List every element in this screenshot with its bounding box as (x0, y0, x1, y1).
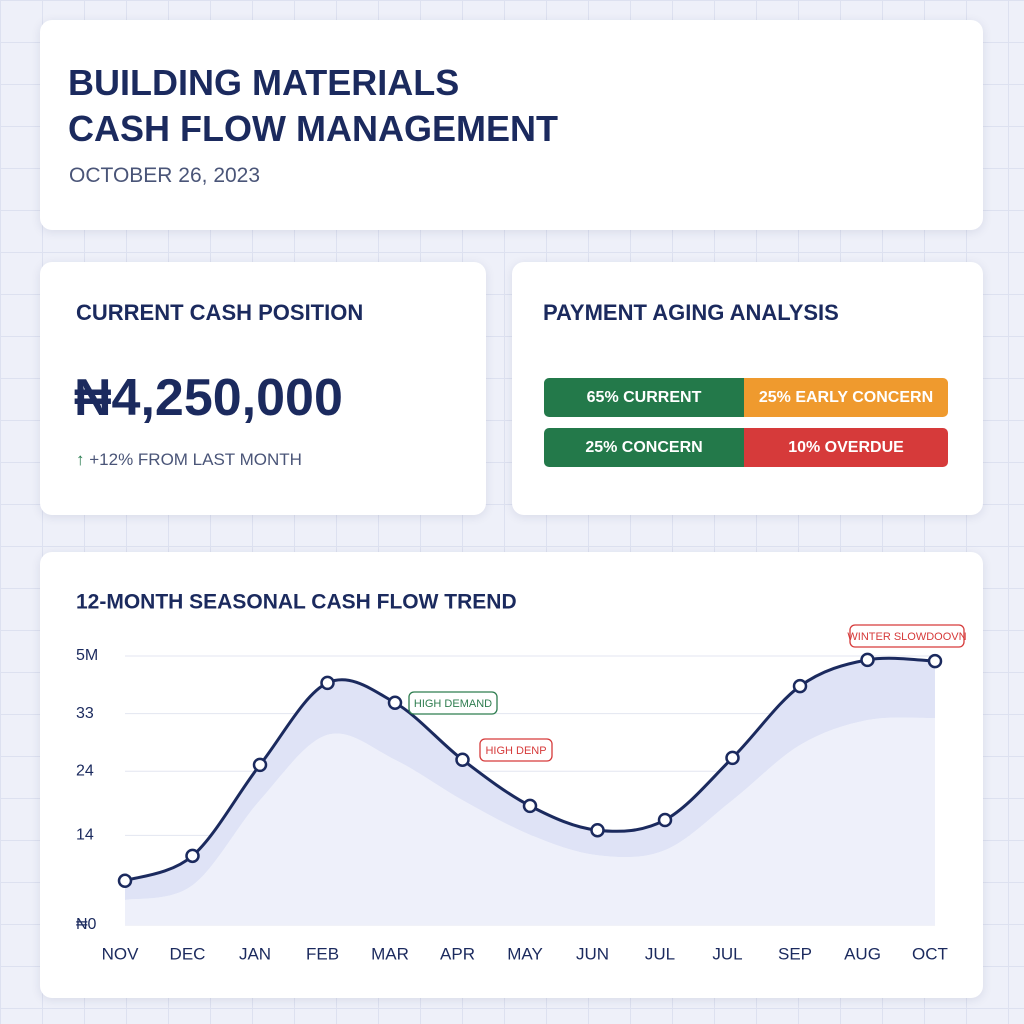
x-tick-label: NOV (102, 944, 140, 963)
x-tick-label: JUL (712, 944, 742, 963)
annotation-text: HIGH DENP (485, 745, 546, 757)
chart-card: 12-MONTH SEASONAL CASH FLOW TREND ₦0 14 24… (40, 552, 983, 998)
x-tick-label: APR (440, 944, 475, 963)
x-tick-label: MAR (371, 944, 409, 963)
y-tick-label: 5M (76, 647, 98, 664)
band-area (125, 658, 935, 901)
title: BUILDING MATERIALS CASH FLOW MANAGEMENT (68, 60, 558, 152)
x-tick-label: DEC (170, 944, 206, 963)
title-line: CASH FLOW MANAGEMENT (68, 108, 558, 149)
chart: 12-MONTH SEASONAL CASH FLOW TREND ₦0 14 24… (76, 591, 967, 964)
x-tick-label: OCT (912, 944, 948, 963)
annotation: HIGH DENP (479, 738, 553, 762)
y-tick-label: 24 (76, 763, 94, 780)
change-text: +12% FROM LAST MONTH (89, 450, 302, 469)
card-title: PAYMENT AGING ANALYSIS (543, 300, 839, 325)
aging-segment: 25% EARLY CONCERN (744, 378, 948, 417)
aging-segment: 25% CONCERN (544, 428, 744, 467)
annotation: HIGH DEMAND (408, 691, 498, 715)
point (117, 873, 133, 889)
point (725, 750, 740, 766)
date: OCTOBER 26, 2023 (69, 164, 261, 187)
aging-card: PAYMENT AGING ANALYSIS 65% CURRENT 25% EA… (512, 262, 983, 515)
point (252, 757, 268, 773)
card-title: CURRENT CASH POSITION (76, 300, 364, 325)
header-card: BUILDING MATERIALS CASH FLOW MANAGEMENT … (40, 20, 983, 230)
x-tick-label: JUN (576, 944, 609, 963)
x-tick-label: JUL (645, 944, 675, 963)
point (927, 653, 943, 669)
annotation-box (408, 691, 498, 715)
point (860, 652, 875, 668)
aging-segment: 10% OVERDUE (744, 428, 948, 467)
x-tick-label: FEB (306, 944, 339, 963)
base-area (125, 717, 935, 925)
change: ↑ +12% FROM LAST MONTH (76, 450, 302, 470)
point (320, 675, 335, 691)
point (590, 822, 605, 838)
chart-title: 12-MONTH SEASONAL CASH FLOW TREND (76, 591, 517, 614)
annotation: WINTER SLOWDOOVN (847, 624, 967, 648)
cash-card: CURRENT CASH POSITION ₦4,250,000 ↑ +12% … (40, 262, 486, 515)
annotation-box (849, 624, 965, 648)
x-tick-label: MAY (507, 944, 543, 963)
y-tick-label: 33 (76, 705, 94, 722)
point (657, 812, 673, 828)
title-line: BUILDING MATERIALS (68, 62, 460, 103)
point (455, 752, 470, 768)
annotation-text: HIGH DEMAND (414, 698, 492, 710)
point (522, 798, 538, 814)
point (185, 848, 200, 864)
x-tick-label: AUG (844, 944, 881, 963)
y-tick-label: ₦0 (76, 916, 97, 933)
x-tick-label: JAN (239, 944, 271, 963)
annotation-box (479, 738, 553, 762)
point (792, 678, 808, 694)
aging-segment: 65% CURRENT (544, 378, 744, 417)
annotation-text: WINTER SLOWDOOVN (847, 631, 966, 643)
point (387, 695, 403, 711)
up-arrow: ↑ (76, 450, 85, 469)
cash-amount: ₦4,250,000 (74, 369, 343, 427)
y-tick-label: 14 (76, 827, 94, 844)
x-tick-label: SEP (778, 944, 812, 963)
